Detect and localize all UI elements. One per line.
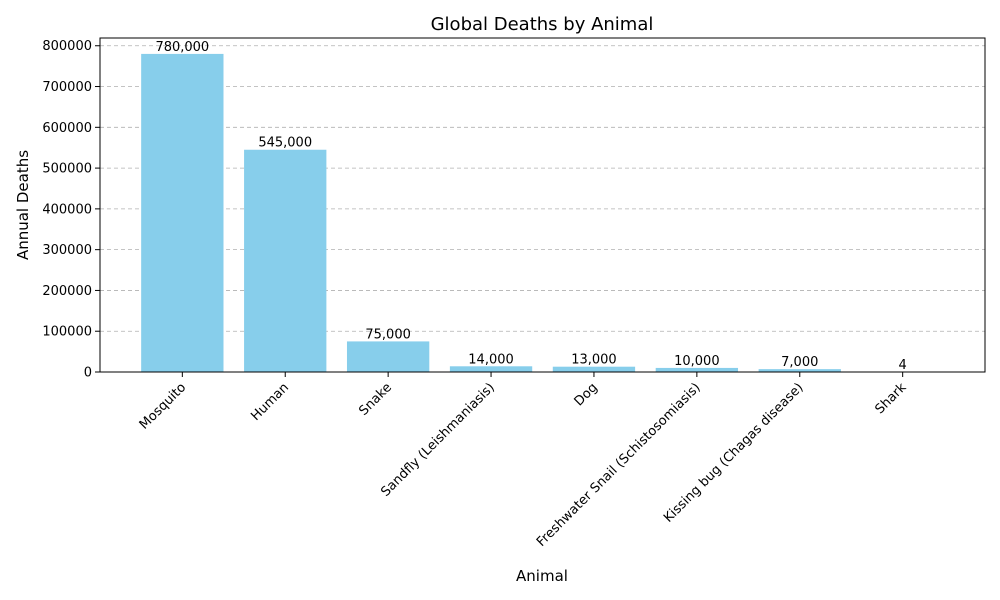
bar-value-label: 13,000	[571, 353, 617, 368]
y-tick-label: 600000	[42, 121, 92, 136]
bar	[346, 341, 430, 372]
x-tick-label: Sandfly (Leishmaniasis)	[378, 380, 498, 500]
y-tick-label: 300000	[42, 243, 92, 258]
x-axis-label: Animal	[516, 567, 568, 585]
grid-layer	[100, 45, 985, 373]
bars-layer	[141, 53, 944, 373]
x-tick-label: Human	[248, 380, 292, 424]
data-labels-layer: 780,000 545,000 75,000 14,000 13,000 10,000 7,…	[155, 40, 906, 373]
y-tick-label: 200000	[42, 284, 92, 299]
x-tick-label: Shark	[872, 380, 909, 417]
bar-value-label: 545,000	[258, 136, 312, 151]
bar-value-label: 4	[899, 358, 907, 373]
bar	[244, 149, 327, 372]
x-tick-label: Freshwater Snail (Schistosomiasis)	[534, 380, 704, 550]
bar-value-label: 780,000	[155, 40, 209, 55]
bar-value-label: 14,000	[468, 352, 514, 367]
bar	[655, 367, 739, 372]
y-tick-label: 700000	[42, 80, 92, 95]
y-tick-label: 400000	[42, 202, 92, 217]
y-axis-label: Annual Deaths	[14, 150, 32, 260]
x-tick-label: Dog	[572, 380, 601, 409]
bar-value-label: 7,000	[781, 355, 818, 370]
y-tick-label: 800000	[42, 39, 92, 54]
x-tick-label: Snake	[356, 380, 395, 419]
chart-title: Global Deaths by Animal	[431, 14, 654, 35]
y-axis: 0 100000 200000 300000 400000 500000 600000 700…	[42, 39, 100, 381]
y-tick-label: 500000	[42, 162, 92, 177]
y-tick-label: 0	[84, 366, 92, 381]
bar	[552, 366, 636, 372]
bar-value-label: 10,000	[674, 354, 720, 369]
y-tick-label: 100000	[42, 325, 92, 340]
x-tick-label: Mosquito	[137, 380, 189, 432]
bar	[141, 53, 224, 373]
plot-area-frame	[99, 37, 986, 373]
bar-value-label: 75,000	[365, 327, 411, 342]
bar	[758, 369, 841, 372]
bar	[449, 366, 533, 372]
